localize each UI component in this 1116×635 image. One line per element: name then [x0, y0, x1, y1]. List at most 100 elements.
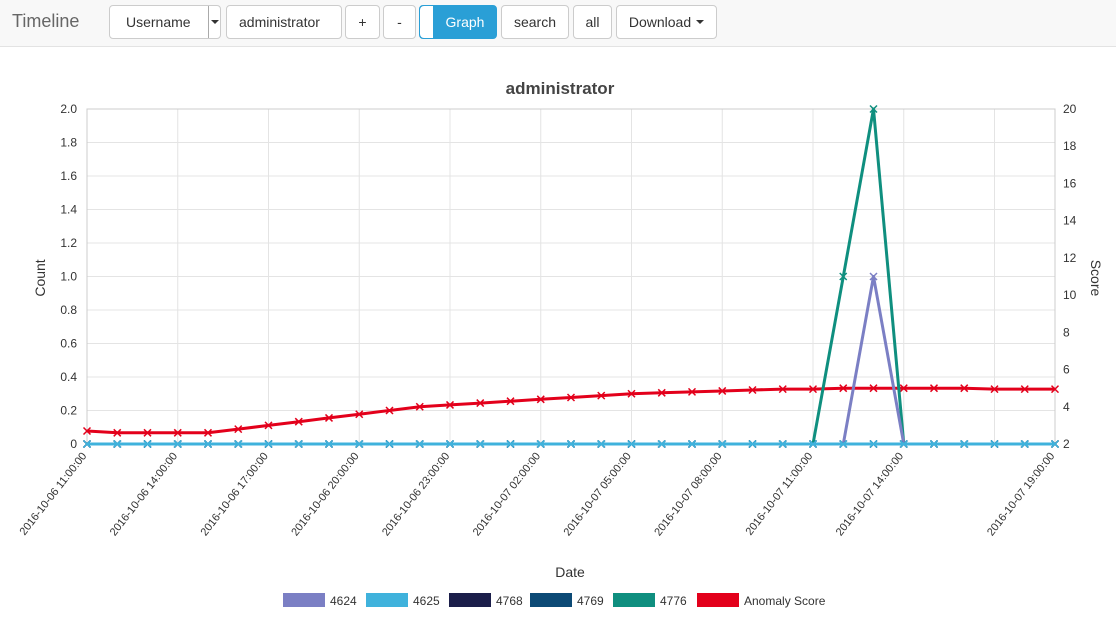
x-tick-label: 2016-10-07 19:00:00	[985, 450, 1057, 538]
data-point-anomaly-score	[657, 388, 666, 397]
data-point-4625	[627, 439, 636, 449]
data-point-4625	[990, 439, 999, 449]
x-tick-label: 2016-10-07 05:00:00	[562, 450, 634, 538]
data-point-anomaly-score	[234, 425, 243, 434]
data-point-anomaly-score	[687, 387, 697, 396]
data-point-anomaly-score	[960, 384, 969, 393]
axes: 0 0.2 0.4 0.6 0.8 1.0 1.2 1.4 1.6 1.8 2.0 2 4 6 8 10 12 1…	[18, 102, 1077, 538]
data-point-anomaly-score	[536, 395, 545, 404]
data-point-4625	[839, 439, 848, 449]
data-point-4625	[264, 439, 273, 449]
x-tick-label: 2016-10-06 17:00:00	[199, 450, 271, 538]
data-point-anomaly-score	[839, 384, 848, 393]
data-point-anomaly-score	[808, 385, 818, 394]
data-point-4625	[82, 439, 92, 449]
data-point-anomaly-score	[294, 417, 303, 426]
y-tick-label: 1.6	[60, 169, 77, 183]
legend-label-4625: 4625	[413, 594, 440, 608]
legend-label-4624: 4624	[330, 594, 357, 608]
data-point-anomaly-score	[506, 397, 515, 406]
data-point-4625	[385, 439, 394, 449]
y-tick-label: 0.6	[60, 337, 77, 351]
x-tick-label: 2016-10-07 02:00:00	[471, 450, 543, 538]
y2-tick-label: 14	[1063, 214, 1077, 228]
legend-swatch-anomaly-score	[697, 593, 739, 607]
y-tick-label: 2.0	[60, 102, 77, 116]
toggle-knob	[420, 6, 434, 38]
data-point-4625	[445, 439, 455, 449]
data-point-4625	[415, 439, 424, 449]
field-select-value: Username	[126, 14, 191, 30]
y2-tick-label: 18	[1063, 139, 1077, 153]
data-point-4625	[718, 439, 727, 449]
query-input[interactable]: administrator	[226, 5, 342, 39]
data-point-4776	[839, 272, 848, 281]
data-point-anomaly-score	[627, 389, 636, 398]
y2-axis-label: Score	[1088, 260, 1104, 297]
x-axis-label: Date	[555, 564, 585, 580]
data-point-4625	[324, 439, 334, 449]
data-point-anomaly-score	[445, 400, 455, 409]
data-point-anomaly-score	[748, 385, 757, 395]
navbar-brand[interactable]: Timeline	[12, 11, 80, 31]
graph-toggle-label: Graph	[445, 14, 485, 30]
x-tick-label: 2016-10-06 14:00:00	[108, 450, 180, 538]
data-point-4625	[506, 439, 515, 449]
search-button-label: search	[513, 14, 557, 30]
y2-tick-label: 10	[1063, 288, 1077, 302]
data-point-anomaly-score	[82, 426, 92, 436]
x-tick-label: 2016-10-06 11:00:00	[18, 450, 90, 537]
data-point-4624	[869, 272, 878, 281]
y-tick-label: 1.2	[60, 236, 77, 250]
y2-tick-label: 8	[1063, 325, 1070, 339]
data-point-anomaly-score	[264, 421, 273, 430]
y-tick-label: 1.4	[60, 203, 77, 217]
zoom-in-button[interactable]: +	[345, 5, 380, 39]
data-point-4776	[869, 104, 878, 114]
data-point-anomaly-score	[113, 428, 122, 437]
x-tick-label: 2016-10-07 14:00:00	[834, 450, 906, 538]
zoom-in-label: +	[358, 14, 367, 30]
graph-toggle[interactable]: Graph	[419, 5, 497, 39]
series-layer	[82, 104, 1060, 449]
search-button[interactable]: search	[501, 5, 569, 39]
download-button[interactable]: Download	[616, 5, 717, 39]
data-point-4625	[113, 439, 122, 449]
all-button[interactable]: all	[573, 5, 612, 39]
data-point-4625	[657, 439, 666, 449]
data-point-4625	[536, 439, 545, 449]
series-line-4624	[87, 275, 1055, 446]
y-tick-label: 0.2	[60, 404, 77, 418]
data-point-4625	[687, 439, 697, 449]
data-point-4625	[355, 439, 364, 449]
y-tick-label: 1.8	[60, 136, 77, 150]
x-tick-label: 2016-10-06 20:00:00	[289, 450, 361, 538]
field-select[interactable]: Username	[109, 5, 221, 39]
data-point-4625	[778, 439, 787, 449]
data-point-4625	[597, 439, 606, 449]
legend-swatch-4625	[366, 593, 408, 607]
legend-label-4776: 4776	[660, 594, 687, 608]
legend-swatch-4768	[449, 593, 491, 607]
data-point-4625	[294, 439, 303, 449]
legend-label-4769: 4769	[577, 594, 604, 608]
zoom-out-button[interactable]: -	[383, 5, 416, 39]
y-tick-label: 1.0	[60, 270, 77, 284]
data-point-4625	[234, 439, 243, 449]
data-point-anomaly-score	[990, 385, 999, 394]
data-point-anomaly-score	[324, 413, 334, 422]
data-point-anomaly-score	[143, 428, 152, 437]
chevron-down-icon	[208, 6, 220, 38]
data-point-4625	[203, 439, 213, 449]
y-tick-label: 0.4	[60, 370, 77, 384]
data-point-4625	[143, 439, 152, 449]
caret-down-icon	[696, 20, 705, 24]
y-tick-label: 0.8	[60, 303, 77, 317]
y-tick-label: 0	[70, 437, 77, 451]
x-tick-label: 2016-10-07 08:00:00	[652, 450, 724, 538]
y2-tick-label: 20	[1063, 102, 1077, 116]
data-point-4625	[566, 439, 576, 449]
data-point-anomaly-score	[385, 406, 394, 415]
data-point-4625	[748, 439, 757, 449]
legend: 4624 4625 4768 4769 4776 Anomaly Score	[283, 593, 826, 608]
